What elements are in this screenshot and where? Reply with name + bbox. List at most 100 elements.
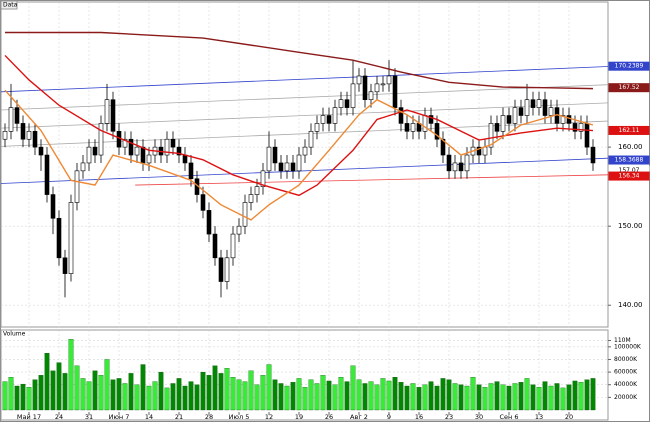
candle-body bbox=[122, 138, 128, 148]
volume-bar bbox=[500, 384, 506, 411]
trend-line bbox=[0, 84, 609, 111]
volume-bar bbox=[152, 381, 158, 411]
y2-tick-label: 110M bbox=[614, 337, 631, 344]
candle-body bbox=[566, 115, 572, 124]
candle-body bbox=[518, 107, 524, 116]
volume-bar bbox=[572, 380, 578, 411]
candle-body bbox=[458, 162, 464, 172]
candle-body bbox=[128, 138, 134, 156]
x-tick-label: 24 bbox=[55, 413, 63, 421]
volume-bar bbox=[212, 365, 218, 411]
volume-bar bbox=[74, 365, 80, 411]
x-tick-label: 31 bbox=[85, 413, 93, 421]
volume-bar bbox=[20, 383, 26, 411]
candle-body bbox=[26, 131, 32, 140]
candle-body bbox=[488, 123, 494, 148]
candle-body bbox=[320, 115, 326, 124]
price-panel bbox=[0, 1, 609, 328]
volume-bar bbox=[374, 384, 380, 411]
candle-body bbox=[56, 217, 62, 259]
y2-tick-label: 20000K bbox=[614, 394, 638, 401]
volume-bar bbox=[134, 384, 140, 411]
candle-body bbox=[32, 131, 38, 148]
volume-bar bbox=[320, 375, 326, 411]
volume-bar bbox=[338, 377, 344, 411]
candle-body bbox=[266, 146, 272, 172]
volume-title: Volume bbox=[3, 331, 26, 338]
candle-body bbox=[380, 83, 386, 86]
volume-bar bbox=[38, 375, 44, 411]
volume-bar bbox=[464, 385, 470, 411]
candle-body bbox=[230, 233, 236, 259]
volume-bar bbox=[416, 387, 422, 411]
price-label-box bbox=[608, 125, 650, 135]
candle-body bbox=[452, 162, 458, 172]
candle-body bbox=[62, 257, 68, 274]
volume-bar bbox=[32, 379, 38, 411]
candle-body bbox=[536, 99, 542, 108]
volume-bar bbox=[332, 384, 338, 411]
volume-bar bbox=[584, 379, 590, 411]
x-tick-label: 16 bbox=[415, 413, 423, 421]
volume-bar bbox=[326, 380, 332, 411]
candle-body bbox=[176, 146, 182, 156]
volume-bar bbox=[116, 378, 122, 411]
volume-bar bbox=[590, 378, 596, 411]
volume-bar bbox=[530, 384, 536, 411]
volume-bar bbox=[44, 353, 50, 411]
price-label: 162.11 bbox=[619, 127, 640, 134]
volume-bar bbox=[548, 385, 554, 411]
volume-bar bbox=[470, 377, 476, 411]
candle-body bbox=[350, 83, 356, 108]
price-label-box bbox=[608, 61, 650, 71]
volume-bar bbox=[8, 377, 14, 411]
volume-bar bbox=[488, 383, 494, 411]
x-tick-label: 9 bbox=[387, 413, 391, 421]
candle-body bbox=[308, 131, 314, 148]
volume-bar bbox=[446, 379, 452, 411]
candle-body bbox=[464, 154, 470, 172]
volume-bar bbox=[62, 373, 68, 411]
volume-bar bbox=[302, 387, 308, 411]
candle-body bbox=[338, 99, 344, 108]
volume-bar bbox=[296, 378, 302, 411]
volume-bar bbox=[578, 382, 584, 411]
candle-body bbox=[494, 123, 500, 132]
volume-bar bbox=[176, 378, 182, 411]
volume-bar bbox=[410, 383, 416, 411]
candle-body bbox=[512, 107, 518, 124]
candle-body bbox=[506, 115, 512, 124]
volume-bar bbox=[482, 387, 488, 411]
volume-bar bbox=[254, 384, 260, 411]
candle-body bbox=[218, 257, 224, 282]
candle-body bbox=[140, 146, 146, 164]
candle-body bbox=[260, 170, 266, 187]
volume-bar bbox=[494, 381, 500, 411]
volume-bar bbox=[314, 383, 320, 411]
candle-body bbox=[332, 107, 338, 124]
volume-bar bbox=[218, 373, 224, 411]
moving-average bbox=[4, 54, 594, 197]
volume-bar bbox=[542, 381, 548, 411]
candle-body bbox=[386, 75, 392, 85]
volume-bar bbox=[356, 379, 362, 411]
volume-bar bbox=[452, 383, 458, 411]
candle-body bbox=[476, 146, 482, 156]
volume-bar bbox=[512, 383, 518, 411]
volume-bar bbox=[164, 387, 170, 411]
volume-bar bbox=[344, 381, 350, 411]
x-tick-label: 26 bbox=[325, 413, 333, 421]
candle-body bbox=[428, 115, 434, 124]
candle-body bbox=[74, 170, 80, 203]
candle-body bbox=[98, 123, 104, 156]
candle-body bbox=[86, 146, 92, 164]
volume-bar bbox=[2, 381, 8, 411]
candle-body bbox=[188, 162, 194, 180]
volume-bar bbox=[398, 382, 404, 411]
candle-body bbox=[302, 146, 308, 156]
x-tick-label: 19 bbox=[295, 413, 303, 421]
volume-bar bbox=[506, 385, 512, 411]
volume-bar bbox=[404, 385, 410, 411]
candle-body bbox=[278, 162, 284, 172]
price-label: 167.52 bbox=[619, 84, 640, 91]
